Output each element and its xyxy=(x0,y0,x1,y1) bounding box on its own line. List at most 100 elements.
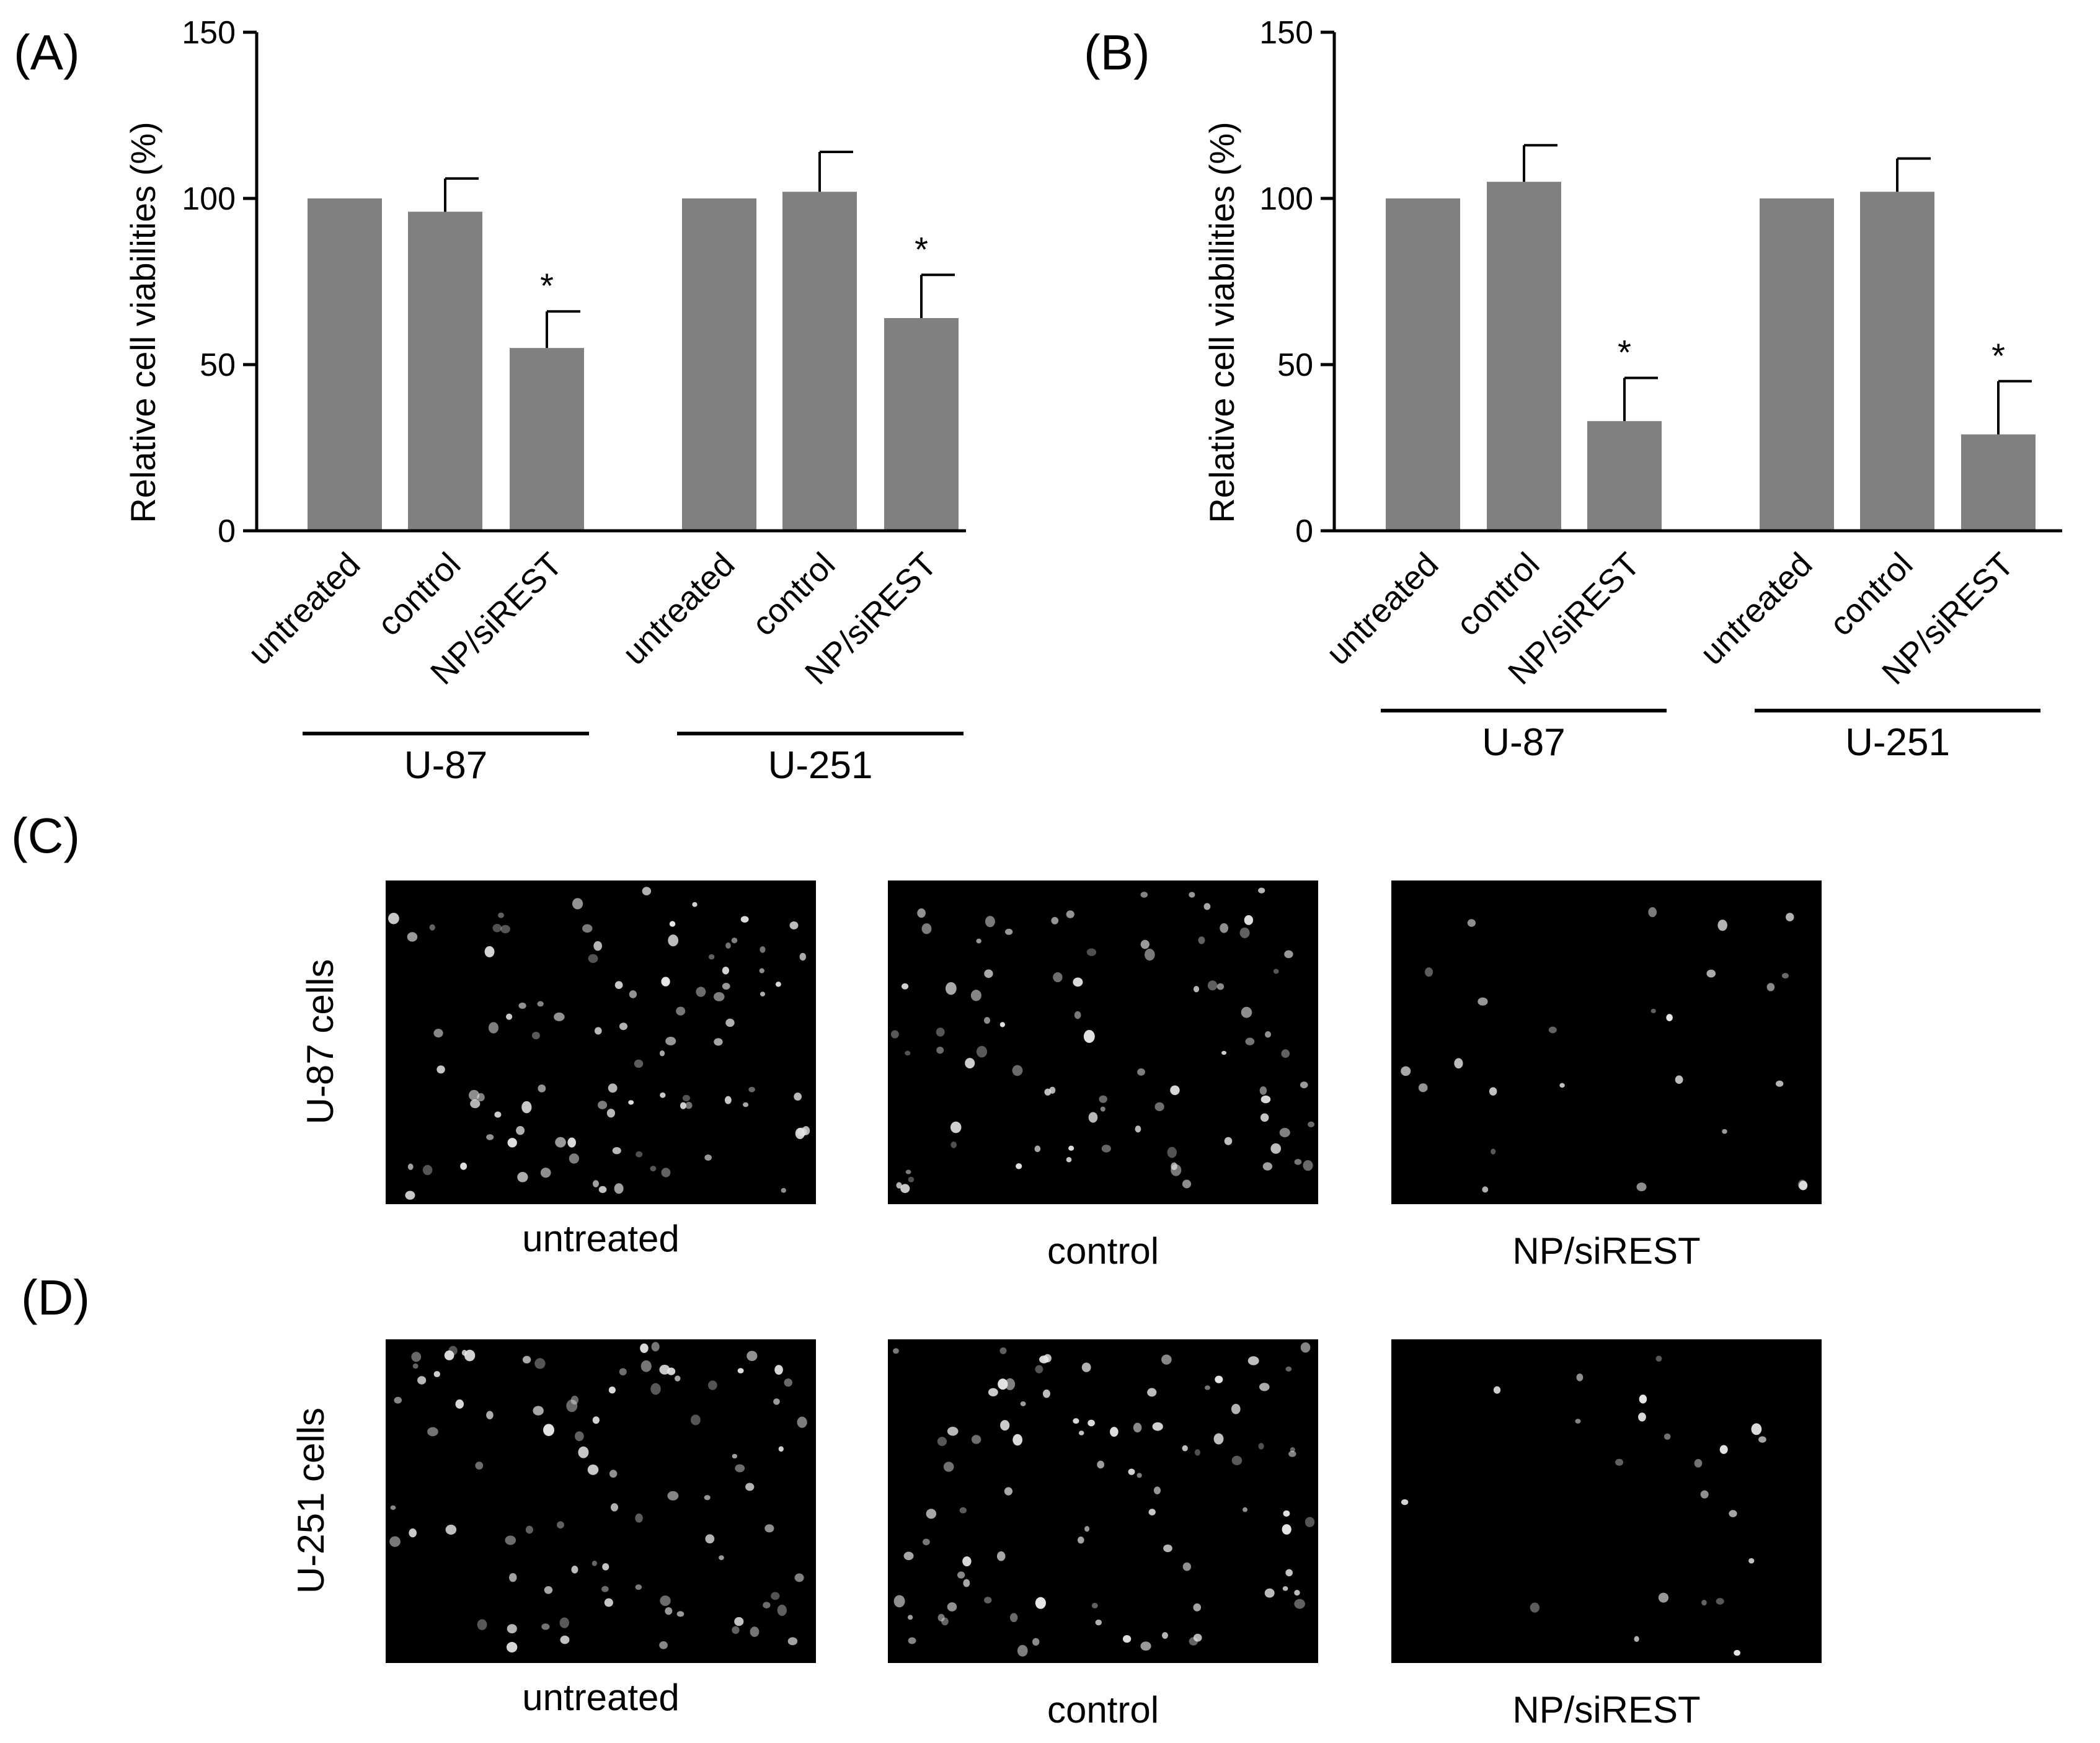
cell-nucleus xyxy=(1020,1401,1026,1406)
cell-nucleus xyxy=(708,1380,717,1390)
significance-mark: * xyxy=(915,229,928,268)
cell-nucleus xyxy=(1799,1181,1808,1191)
group-label: U-87 xyxy=(1482,721,1565,764)
cell-nucleus xyxy=(1077,1537,1084,1544)
bar xyxy=(884,317,959,531)
cell-nucleus xyxy=(983,1017,991,1024)
cell-nucleus xyxy=(1204,1385,1210,1390)
cell-nucleus xyxy=(601,1586,609,1592)
cell-nucleus xyxy=(984,1597,992,1603)
cell-nucleus xyxy=(1220,923,1228,933)
cell-nucleus xyxy=(1128,1468,1135,1475)
cell-nucleus xyxy=(554,1012,565,1021)
cell-nucleus xyxy=(1729,1510,1737,1517)
cell-nucleus xyxy=(781,1187,786,1193)
cell-nucleus xyxy=(1152,1422,1163,1431)
cell-nucleus xyxy=(1215,1375,1223,1383)
cell-nucleus xyxy=(764,1524,774,1533)
cell-nucleus xyxy=(907,1615,913,1620)
cell-nucleus xyxy=(1101,1145,1111,1153)
cell-nucleus xyxy=(464,1349,476,1362)
cell-nucleus xyxy=(789,921,799,929)
cell-nucleus xyxy=(778,1446,784,1452)
category-label: untreated xyxy=(1319,546,1446,672)
cell-nucleus xyxy=(1548,1026,1557,1034)
cell-nucleus xyxy=(936,1046,944,1054)
cell-nucleus xyxy=(628,1100,634,1105)
cell-nucleus xyxy=(1283,1510,1290,1517)
cell-nucleus xyxy=(1110,1427,1119,1437)
cell-nucleus xyxy=(797,1127,807,1137)
cell-nucleus xyxy=(1084,1525,1090,1532)
cell-nucleus xyxy=(411,1352,422,1362)
cell-nucleus xyxy=(388,913,399,925)
cell-nucleus xyxy=(1706,969,1716,978)
image-row-u251: U-251 cells untreated control NP/siREST xyxy=(290,1339,1822,1731)
cell-nucleus xyxy=(521,1101,532,1114)
cell-nucleus xyxy=(1086,948,1097,956)
cell-nucleus xyxy=(1068,1145,1074,1151)
cell-nucleus xyxy=(1270,1143,1282,1154)
cell-nucleus xyxy=(1655,1355,1662,1362)
cell-nucleus xyxy=(1043,1354,1052,1363)
cell-nucleus xyxy=(1193,1633,1202,1642)
cell-nucleus xyxy=(614,1183,624,1194)
category-label: control xyxy=(745,546,842,643)
cell-nucleus xyxy=(1425,967,1433,977)
cell-nucleus xyxy=(1576,1373,1584,1382)
micrograph-background xyxy=(386,1339,816,1663)
cell-nucleus xyxy=(704,1154,712,1161)
micrograph-background xyxy=(888,1339,1318,1663)
cell-nucleus xyxy=(468,1089,480,1101)
image-row-u87: U-87 cells untreated control NP/siREST xyxy=(299,880,1822,1272)
cell-nucleus xyxy=(531,1032,540,1040)
cell-nucleus xyxy=(455,1399,464,1409)
cell-nucleus xyxy=(1012,1065,1023,1076)
y-ticks: 0 50 100 150 xyxy=(1259,15,1334,549)
cell-nucleus xyxy=(640,1360,652,1372)
cell-nucleus xyxy=(917,908,926,918)
cell-nucleus xyxy=(1489,1087,1497,1096)
bar xyxy=(1487,182,1561,531)
cell-nucleus xyxy=(1247,1356,1259,1365)
cell-nucleus xyxy=(787,1637,798,1646)
cell-nucleus xyxy=(659,1364,670,1375)
cell-nucleus xyxy=(1170,1085,1180,1096)
cell-nucleus xyxy=(1285,1366,1292,1372)
cell-nucleus xyxy=(1009,1613,1018,1623)
cell-nucleus xyxy=(433,1029,443,1038)
cell-nucleus xyxy=(1012,1434,1023,1446)
cell-nucleus xyxy=(555,1137,566,1148)
cell-nucleus xyxy=(619,1022,628,1031)
cell-nucleus xyxy=(1717,920,1727,931)
cell-nucleus xyxy=(971,1435,981,1444)
cell-nucleus xyxy=(1231,1455,1243,1465)
cell-nucleus xyxy=(985,916,995,928)
cell-nucleus xyxy=(794,1093,802,1101)
cell-nucleus xyxy=(735,1464,745,1473)
cell-nucleus xyxy=(1182,1562,1192,1571)
cell-nucleus xyxy=(1273,969,1279,974)
cell-nucleus xyxy=(794,1573,804,1582)
cell-nucleus xyxy=(1797,1179,1807,1190)
cell-nucleus xyxy=(1262,1162,1273,1171)
micrograph xyxy=(1391,1339,1822,1663)
cell-nucleus xyxy=(1658,1592,1669,1603)
cell-nucleus xyxy=(509,1572,517,1582)
cell-nucleus xyxy=(587,1464,599,1475)
cell-nucleus xyxy=(1575,1419,1581,1424)
cell-nucleus xyxy=(945,982,957,995)
micrograph xyxy=(386,880,816,1204)
group-label: U-87 xyxy=(404,744,487,787)
y-axis-title: Relative cell viabilities (%) xyxy=(1202,122,1241,523)
cell-nucleus xyxy=(1294,1589,1300,1596)
cell-nucleus xyxy=(999,1347,1007,1354)
cell-nucleus xyxy=(748,1086,755,1093)
cell-nucleus xyxy=(774,1365,783,1375)
y-axis-title: Relative cell viabilities (%) xyxy=(123,122,162,523)
bar xyxy=(1386,198,1460,531)
cell-nucleus xyxy=(659,1050,665,1057)
cell-nucleus xyxy=(740,916,749,923)
panel-label-a: (A) xyxy=(14,25,80,80)
